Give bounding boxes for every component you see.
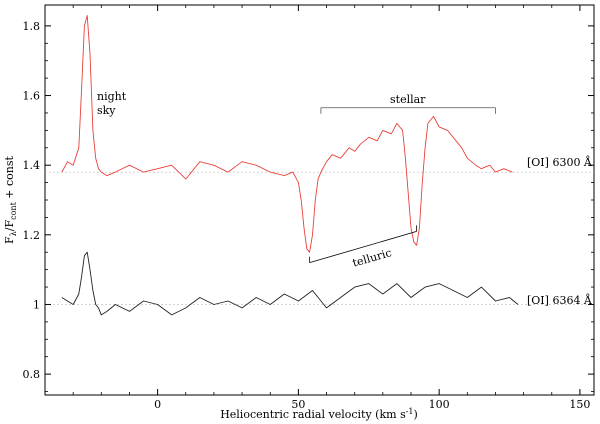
annotation-sky: sky [97, 104, 116, 117]
baselines [45, 171, 594, 305]
series-label-6364: [OI] 6364 Å [527, 293, 593, 307]
y-axis-label-slash: /F [3, 220, 16, 232]
y-tick-label-5: 1.8 [23, 20, 41, 33]
x-tick-label-3: 150 [569, 398, 590, 411]
tick-labels-group: 0 50 100 150 0.8 1 1.2 1.4 1.6 1.8 [23, 20, 591, 411]
y-tick-label-2: 1.2 [23, 229, 41, 242]
series-line-1 [61, 251, 519, 316]
y-axis-label-f: F [3, 236, 16, 244]
stellar-bracket [320, 107, 496, 114]
ticks-group [44, 5, 594, 395]
x-tick-label-2: 100 [429, 398, 450, 411]
y-tick-label-3: 1.4 [23, 159, 41, 172]
series-label-6300: [OI] 6300 Å [527, 155, 593, 169]
x-axis-label-main: Heliocentric radial velocity (km s [220, 408, 406, 421]
annotation-night: night [97, 90, 127, 103]
annotation-stellar: stellar [390, 93, 426, 106]
series-group [61, 14, 519, 316]
x-tick-label-0: 0 [154, 398, 161, 411]
telluric-bracket [309, 225, 418, 264]
y-tick-label-0: 0.8 [23, 368, 41, 381]
y-axis-label-sub1: λ [9, 231, 18, 236]
x-axis-label-sup: -1 [406, 407, 414, 416]
plot-frame [44, 4, 595, 396]
y-tick-label-4: 1.6 [23, 90, 41, 103]
x-axis-label-close: ) [414, 408, 418, 421]
y-axis-label-sub2: cont [9, 201, 18, 219]
annotation-telluric: telluric [351, 246, 393, 270]
y-axis-label-rest: + const [3, 155, 16, 202]
x-tick-label-1: 50 [291, 398, 305, 411]
y-tick-label-1: 1 [33, 298, 40, 311]
series-line-0 [61, 14, 513, 253]
y-axis-label: Fλ/Fcont + const [3, 155, 18, 243]
x-axis-label: Heliocentric radial velocity (km s-1) [220, 407, 418, 421]
telluric-bracket-line [309, 230, 417, 264]
